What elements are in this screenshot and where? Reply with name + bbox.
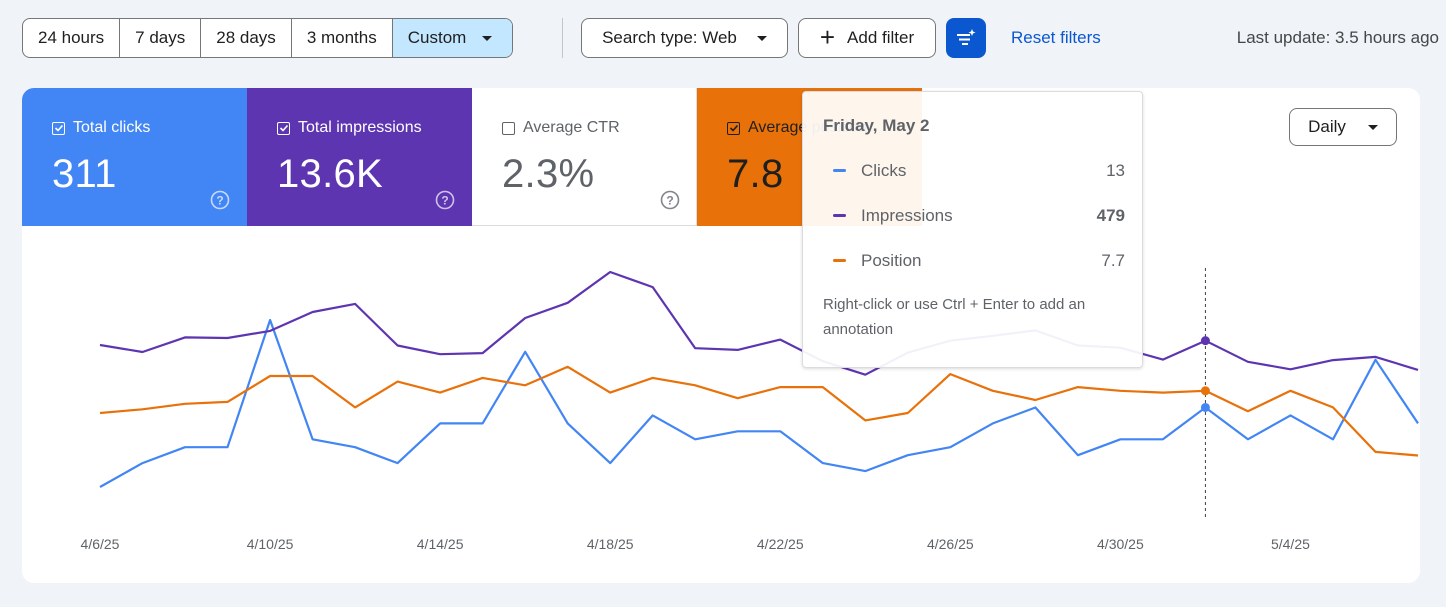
x-tick-label: 4/22/25	[757, 536, 804, 552]
range-custom-label: Custom	[407, 28, 467, 47]
metric-label-row: Total clicks	[52, 118, 247, 138]
metric-total-impressions[interactable]: Total impressions 13.6K ?	[247, 88, 472, 226]
metric-label-row: Total impressions	[277, 118, 472, 138]
series-dash-icon	[833, 169, 846, 172]
x-tick-label: 4/10/25	[247, 536, 294, 552]
series-line-position	[99, 365, 1419, 457]
chart-tooltip: Friday, May 2 Clicks 13 Impressions 479 …	[802, 91, 1143, 368]
checkbox-checked-icon	[52, 121, 65, 135]
add-filter-label: Add filter	[847, 28, 915, 47]
add-filter-button[interactable]: + Add filter	[798, 18, 936, 58]
svg-text:?: ?	[441, 194, 448, 208]
range-24-hours[interactable]: 24 hours	[23, 19, 121, 57]
help-icon[interactable]: ?	[660, 190, 680, 210]
tooltip-row-name: Position	[861, 251, 922, 270]
checkbox-checked-icon	[277, 121, 290, 135]
checkbox-unchecked-icon	[502, 121, 515, 135]
svg-text:?: ?	[216, 194, 223, 208]
tooltip-row-name: Clicks	[861, 161, 907, 180]
x-tick-label: 4/6/25	[81, 536, 120, 552]
tooltip-row-position: Position 7.7	[833, 249, 1125, 271]
granularity-dropdown[interactable]: Daily	[1289, 108, 1397, 146]
x-tick-label: 4/14/25	[417, 536, 464, 552]
tooltip-row-value: 479	[1096, 206, 1125, 225]
tooltip-note: Right-click or use Ctrl + Enter to add a…	[823, 296, 1086, 338]
chevron-down-icon	[482, 35, 493, 41]
tooltip-row-clicks: Clicks 13	[833, 159, 1125, 181]
series-line-clicks	[99, 318, 1419, 488]
checkbox-checked-icon	[727, 121, 740, 135]
metric-value: 7.8	[727, 152, 784, 196]
metric-value: 311	[52, 152, 117, 196]
metric-label-row: Average CTR	[502, 118, 696, 138]
x-tick-label: 5/4/25	[1271, 536, 1310, 552]
series-dash-icon	[833, 214, 846, 217]
tooltip-row-value: 7.7	[1101, 251, 1125, 270]
hover-point-clicks	[1200, 402, 1210, 412]
toolbar-divider	[562, 18, 563, 58]
metric-label: Average CTR	[523, 119, 620, 136]
x-tick-label: 4/26/25	[927, 536, 974, 552]
date-range-selector: 24 hours 7 days 28 days 3 months Custom	[22, 18, 514, 58]
performance-card: 4/6/25 4/10/25 4/14/25 4/18/25 4/22/25 4/26/2…	[22, 88, 1420, 583]
hover-point-impressions	[1200, 336, 1210, 346]
filter-sparkle-icon	[957, 29, 976, 45]
chevron-down-icon	[756, 35, 767, 41]
metric-value: 13.6K	[277, 152, 384, 196]
granularity-label: Daily	[1308, 117, 1346, 136]
performance-chart: 4/6/25 4/10/25 4/14/25 4/18/25 4/22/25 4/26/2…	[81, 268, 1419, 552]
hover-point-position	[1200, 386, 1210, 396]
last-update-text: Last update: 3.5 hours ago	[1236, 28, 1439, 47]
tooltip-row-value: 13	[1106, 161, 1125, 180]
tooltip-row-name: Impressions	[861, 206, 953, 225]
tooltip-row-impressions: Impressions 479	[833, 204, 1125, 226]
series-dash-icon	[833, 259, 846, 262]
filter-sparkle-button[interactable]	[946, 18, 986, 58]
reset-filters-link[interactable]: Reset filters	[1011, 28, 1101, 47]
metric-label: Total impressions	[298, 119, 422, 136]
toolbar: 24 hours 7 days 28 days 3 months Custom …	[22, 18, 1446, 58]
chevron-down-icon	[1367, 124, 1378, 130]
metric-total-clicks[interactable]: Total clicks 311 ?	[22, 88, 247, 226]
metric-average-ctr[interactable]: Average CTR 2.3% ?	[472, 88, 697, 226]
help-icon[interactable]: ?	[210, 190, 230, 210]
search-type-label: Search type: Web	[602, 28, 737, 47]
search-type-dropdown[interactable]: Search type: Web	[581, 18, 788, 58]
metric-value: 2.3%	[502, 152, 595, 196]
range-28-days[interactable]: 28 days	[201, 19, 292, 57]
metric-label: Total clicks	[73, 119, 151, 136]
plus-icon: +	[819, 22, 836, 52]
svg-text:?: ?	[666, 194, 673, 208]
x-tick-label: 4/30/25	[1097, 536, 1144, 552]
tooltip-title: Friday, May 2	[823, 116, 930, 135]
range-7-days[interactable]: 7 days	[120, 19, 202, 57]
range-custom[interactable]: Custom	[392, 19, 513, 57]
series-line-impressions	[99, 270, 1419, 376]
x-tick-label: 4/18/25	[587, 536, 634, 552]
help-icon[interactable]: ?	[435, 190, 455, 210]
range-3-months[interactable]: 3 months	[292, 19, 393, 57]
